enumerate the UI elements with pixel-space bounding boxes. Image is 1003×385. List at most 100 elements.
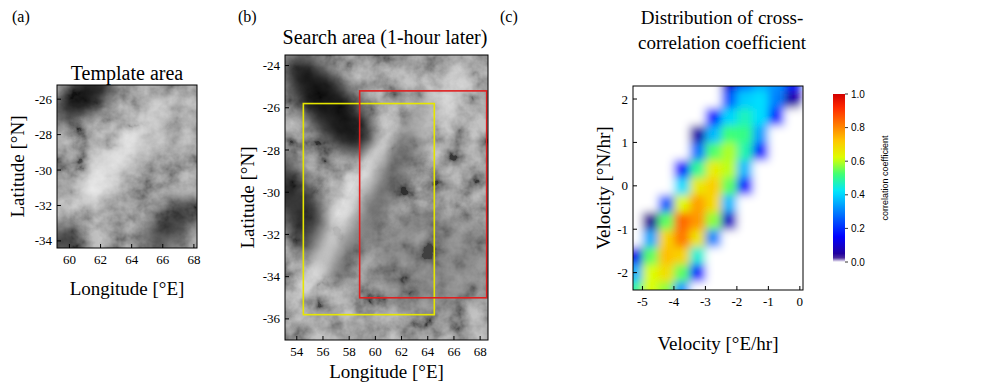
colorbar-tick (845, 228, 848, 229)
heatmap-cell (642, 229, 658, 247)
heatmap-cell (705, 177, 721, 195)
heatmap-cell (784, 86, 800, 91)
heatmap-cell (721, 195, 737, 213)
heatmap-cell (768, 212, 784, 230)
x-tick-label: 54 (290, 344, 304, 359)
y-tick-label: -2 (617, 265, 628, 280)
heatmap-cell (674, 142, 690, 160)
heatmap-cell (642, 195, 658, 213)
x-tick-label: 60 (369, 344, 382, 359)
x-tick-label: 64 (125, 252, 139, 267)
heatmap-cell (768, 90, 784, 108)
heatmap-cell (753, 195, 769, 213)
y-tick-label: -26 (263, 100, 281, 115)
colorbar-tick (845, 94, 848, 95)
heatmap-cell (674, 229, 690, 247)
x-tick-label: -5 (637, 294, 648, 309)
heatmap-cell (674, 247, 690, 265)
y-tick (633, 99, 637, 100)
x-tick-label: -4 (669, 294, 680, 309)
image-feature (128, 105, 195, 172)
heatmap-cell (784, 247, 800, 265)
x-tick (69, 244, 70, 248)
heatmap-cell (721, 177, 737, 195)
y-axis-label: Latitude [°N] (7, 115, 28, 217)
heatmap-cell (753, 142, 769, 160)
heatmap-cell (658, 125, 674, 143)
heatmap-cell (674, 90, 690, 108)
heatmap-cell (768, 229, 784, 247)
heatmap-cell (784, 229, 800, 247)
heatmap-cell (690, 229, 706, 247)
heatmap-cell (784, 212, 800, 230)
y-tick-label: 2 (622, 92, 629, 107)
y-axis-label: Latitude [°N] (237, 146, 258, 248)
y-tick (633, 272, 637, 273)
heatmap-cell (658, 229, 674, 247)
colorbar-tick-label: 0.2 (851, 223, 865, 234)
y-tick-label: -36 (263, 311, 281, 326)
x-tick (162, 244, 163, 248)
y-tick-label: -28 (263, 143, 280, 158)
y-tick-label: -30 (263, 185, 280, 200)
x-tick-label: 66 (447, 344, 461, 359)
heatmap-cell (721, 86, 737, 91)
heatmap-cell (753, 212, 769, 230)
x-tick-label: 62 (395, 344, 408, 359)
colorbar-tick-label: 1.0 (851, 89, 865, 100)
heatmap-cell (633, 195, 643, 213)
heatmap-cell (633, 281, 643, 290)
heatmap-cell (768, 195, 784, 213)
heatmap-cell (658, 195, 674, 213)
heatmap-cell (705, 264, 721, 282)
heatmap-cell (642, 160, 658, 178)
x-tick-label: 58 (343, 344, 356, 359)
heatmap-cell (721, 160, 737, 178)
heatmap-cell (674, 86, 690, 91)
plot-background (633, 86, 803, 290)
colorbar-tick (845, 262, 848, 263)
x-tick (375, 336, 376, 340)
colorbar-tick-label: 0.6 (851, 156, 865, 167)
image-feature (370, 209, 488, 312)
image-feature (136, 189, 197, 248)
heatmap-cell (658, 264, 674, 282)
heatmap-cell (642, 142, 658, 160)
search-box (303, 104, 434, 315)
heatmap-cell (737, 177, 753, 195)
colorbar-tick-label: 0.8 (851, 122, 865, 133)
x-tick-label: 56 (316, 344, 330, 359)
heatmap-cell (784, 281, 800, 290)
colorbar-tick (845, 127, 848, 128)
heatmap-cell (633, 90, 643, 108)
heatmap-cell (633, 247, 643, 265)
heatmap-cell (633, 160, 643, 178)
heatmap-cell (737, 229, 753, 247)
image-area (285, 55, 488, 340)
heatmap-cell (768, 108, 784, 126)
heatmap-cell (705, 195, 721, 213)
heatmap-cell (674, 195, 690, 213)
heatmap-cell (642, 247, 658, 265)
y-tick-label: -32 (35, 198, 52, 213)
image-area (57, 85, 197, 248)
colorbar-tick (845, 161, 848, 162)
plot-frame (633, 86, 803, 290)
heatmap-cell (784, 264, 800, 282)
heatmap-cell (674, 160, 690, 178)
y-tick (57, 240, 61, 241)
heatmap-cell (768, 281, 784, 290)
y-tick (285, 318, 289, 319)
colorbar-tick-label: 0.4 (851, 189, 865, 200)
x-tick-label: 68 (474, 344, 487, 359)
x-tick-label: 60 (63, 252, 76, 267)
heatmap-cell (658, 281, 674, 290)
heatmap-cell (674, 125, 690, 143)
heatmap-cell (721, 281, 737, 290)
y-tick (285, 276, 289, 277)
heatmap-cells (633, 86, 800, 290)
heatmap-cell (658, 108, 674, 126)
y-tick-label: -28 (35, 127, 52, 142)
heatmap-cell (753, 264, 769, 282)
heatmap-cell (658, 177, 674, 195)
